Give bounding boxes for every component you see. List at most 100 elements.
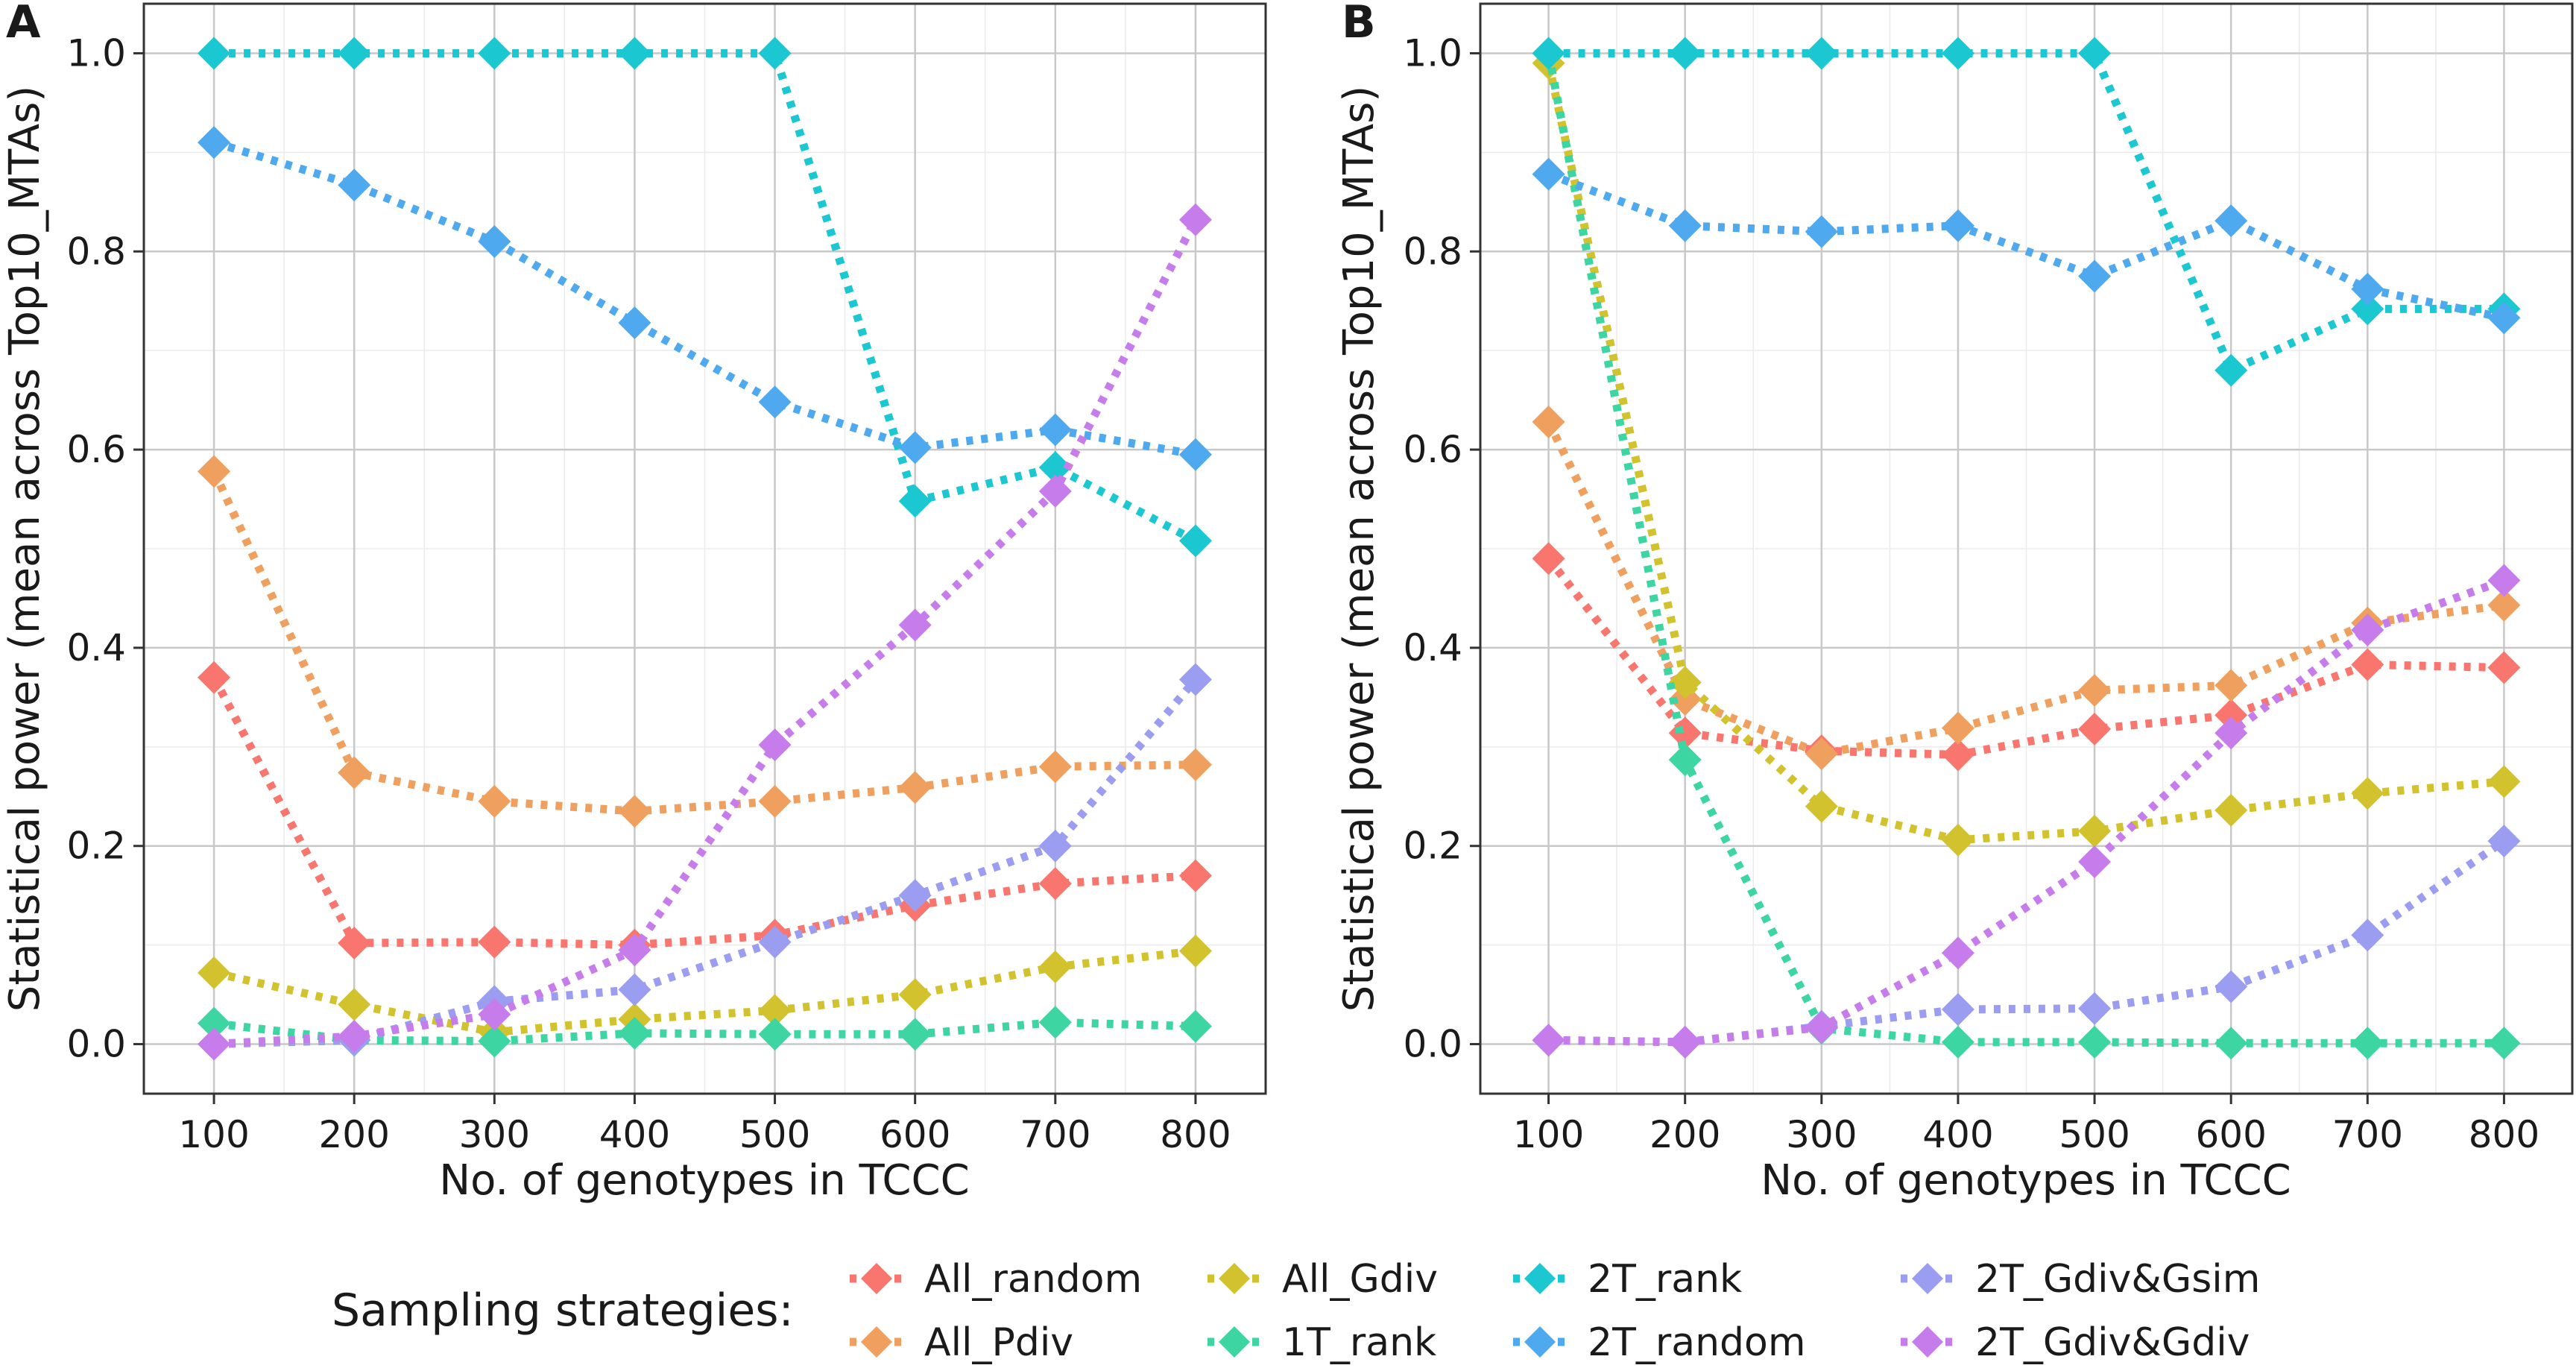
panel-a-point-2t-random [758,385,792,419]
panel-a-point-2t-gdiv-and-gdiv [1178,203,1212,236]
panel-a-point-2t-rank [478,37,511,70]
panel-b-letter: B [1342,0,1376,48]
panel-b-point-2t-rank [1805,37,1838,70]
legend-diamond-swatch [1912,1326,1943,1358]
panel-a-point-all-pdiv [1038,750,1072,784]
panel-b-series-2t-gdiv-and-gdiv [1532,564,2521,1059]
panel-b-x-tick-label: 200 [1650,1113,1720,1156]
panel-a-point-all-gdiv [198,956,231,989]
panel-a-line-1t-rank [213,1018,1196,1046]
panel-a-point-2t-gdiv-and-gsim [1178,663,1212,696]
legend-diamond-swatch [1219,1263,1250,1294]
panel-b-point-all-pdiv [2078,674,2112,707]
panel-a-y-tick-label: 0.4 [66,626,126,669]
panel-a-point-1t-rank [198,1006,231,1040]
panel-a-point-1t-rank [758,1018,792,1051]
panel-b-point-1t-rank [2351,1027,2384,1060]
panel-a-point-2t-gdiv-and-gdiv [618,933,651,967]
panel-a-line-2t-random [212,138,1196,459]
panel-a-point-all-gdiv [1178,934,1212,968]
panel-b-x-tick-label: 500 [2059,1113,2130,1156]
panel-b-y-tick-label: 0.6 [1403,428,1462,471]
panel-b-point-2t-random [2487,301,2521,335]
panel-b-point-all-gdiv [1805,789,1838,823]
panel-b-line-all-random [1545,555,2504,759]
legend-label: 2T_rank [1588,1257,1742,1302]
panel-a-point-all-pdiv [758,784,792,818]
panel-b-point-2t-gdiv-and-gsim [2078,992,2112,1025]
panel-a-point-1t-rank [1038,1006,1072,1039]
panel-a-x-tick-label: 100 [178,1113,249,1156]
panel-a-letter: A [6,0,41,48]
legend-item-2t-random: 2T_random [1513,1320,1806,1365]
panel-b-point-2t-gdiv-and-gsim [2351,918,2384,952]
panel-b-y-axis-title: Statistical power (mean across Top10_MTA… [1335,86,1383,1012]
panel-b-point-1t-rank [1941,1025,1974,1059]
panel-a-point-2t-gdiv-and-gdiv [898,608,932,642]
panel-b-point-1t-rank [1668,743,1702,777]
panel-b-y-tick-label: 0.0 [1403,1023,1462,1066]
panel-b-point-2t-rank [2078,37,2112,70]
panel-a-point-all-pdiv [1178,748,1212,781]
panel-b-point-2t-gdiv-and-gdiv [2487,564,2521,597]
panel-b-point-2t-rank [2214,353,2248,387]
panel-a-point-1t-rank [1178,1009,1212,1043]
panel-a-point-2t-gdiv-and-gdiv [478,997,511,1031]
legend-label: All_Pdiv [924,1320,1073,1365]
panel-a-point-2t-gdiv-and-gsim [758,925,792,959]
panel-a-ticks: 0.0 0.2 0.4 0.6 0.8 1.0 100 200 300 400 500 600 700 8… [66,31,1231,1156]
panel-b-point-all-gdiv [2078,814,2112,848]
panel-a-point-2t-random [618,306,651,339]
panel-b-point-1t-rank [2487,1027,2521,1060]
panel-a-point-1t-rank [618,1016,651,1050]
panel-a-x-tick-label: 700 [1020,1113,1090,1156]
panel-a-series-2t-gdiv-and-gdiv [198,203,1212,1061]
panel-b-series-all-random [1532,542,2521,772]
panel-b-point-2t-rank [1532,37,1565,70]
panel-a-series-all-pdiv [198,455,1212,828]
panel-a-x-tick-label: 800 [1160,1113,1231,1156]
panel-b-point-2t-gdiv-and-gdiv [2214,716,2248,750]
panel-a-point-all-gdiv [898,978,932,1012]
panel-b-point-all-gdiv [2214,793,2248,827]
panel-b-x-axis-title: No. of genotypes in TCCC [1761,1156,2291,1205]
panel-a-point-all-gdiv [758,994,792,1027]
panel-a-point-2t-random [1178,438,1212,471]
panel-b-point-2t-gdiv-and-gsim [2214,970,2248,1003]
panel-a-y-tick-label: 0.6 [66,428,126,471]
panel-a-point-2t-random [898,431,932,464]
panel-a-line-2t-gdiv-and-gdiv [213,218,1199,1049]
panel-a-point-2t-random [198,126,231,160]
legend-item-all-random: All_random [850,1257,1142,1302]
panel-a-series [198,37,1212,1061]
legend-item-all-gdiv: All_Gdiv [1208,1257,1438,1302]
panel-b-point-2t-random [1532,157,1565,191]
panel-b-x-tick-label: 400 [1922,1113,1993,1156]
panel-b-point-all-random [2487,651,2521,684]
legend-diamond-swatch [1524,1326,1556,1358]
panel-a-point-all-gdiv [1038,950,1072,983]
legend-items: All_random All_Pdiv All_Gdiv 1T_rank 2T_rank… [850,1257,2260,1365]
panel-b-y-tick-label: 0.4 [1403,626,1462,669]
panel-b-point-2t-random [2351,272,2384,306]
legend-item-all-pdiv: All_Pdiv [850,1320,1073,1365]
panel-a-point-1t-rank [898,1018,932,1051]
panel-b-point-all-random [2078,712,2112,746]
panel-a-point-2t-gdiv-and-gsim [1038,829,1072,863]
panel-b-point-2t-gdiv-and-gdiv [1941,936,1974,970]
panel-b-line-2t-rank [1548,48,2504,375]
panel-b-y-tick-label: 0.2 [1403,825,1462,868]
legend-label: 2T_Gdiv&Gsim [1975,1257,2260,1302]
panel-a-x-tick-label: 500 [739,1113,810,1156]
panel-b-point-all-gdiv [2351,777,2384,810]
panel-b-point-2t-gdiv-and-gdiv [1668,1025,1702,1059]
legend-item-2t-rank: 2T_rank [1513,1257,1742,1302]
panel-b-point-2t-gdiv-and-gsim [2487,825,2521,858]
panel-a-point-all-pdiv [618,795,651,828]
panel-a-point-all-pdiv [198,455,231,488]
panel-b-point-2t-gdiv-and-gsim [1941,993,1974,1027]
panel-a-series-2t-random [198,126,1212,471]
panel-b-point-2t-random [2214,204,2248,238]
panel-a-point-all-pdiv [478,784,511,818]
